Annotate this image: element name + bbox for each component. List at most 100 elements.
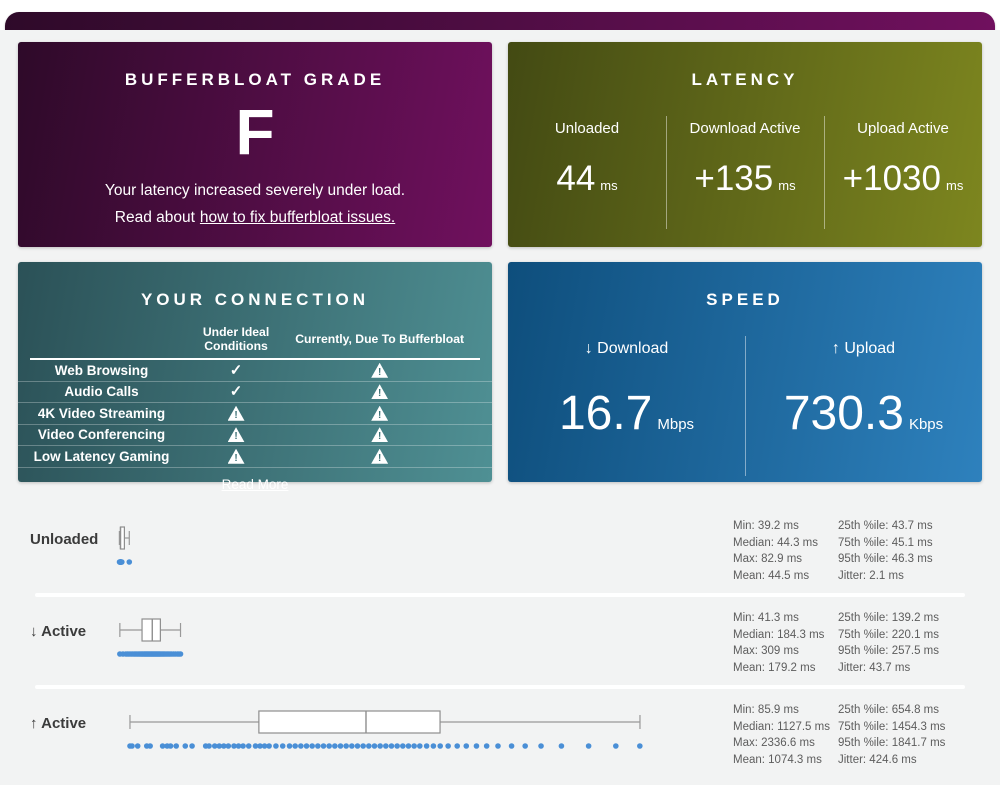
results-content: BUFFERBLOAT GRADE F Your latency increas…	[0, 30, 1000, 785]
stat-median: Median: 1127.5 ms	[733, 720, 830, 733]
stat-mean: Mean: 44.5 ms	[733, 569, 810, 582]
connection-row-label: Web Browsing	[54, 362, 149, 378]
latency-value-row: 44 ms	[508, 159, 666, 199]
connection-header-rule	[30, 358, 480, 360]
connection-row-label: Audio Calls	[64, 384, 139, 400]
speed-card: SPEED ↓ Download 16.7 Mbps ↑ Upload 730.…	[508, 262, 982, 482]
download-label: ↓ Download	[584, 340, 669, 357]
stat-min: Min: 39.2 ms	[733, 520, 799, 532]
connection-row-label: Low Latency Gaming	[33, 448, 170, 464]
stat-p95: 95th %ile: 257.5 ms	[838, 645, 940, 657]
connection-row-low-latency-gaming: Low Latency Gaming	[18, 446, 492, 468]
connection-table-header: Under Ideal Conditions Currently, Due To…	[18, 325, 492, 353]
plot-row-unloaded: Unloaded Min: 39.2 ms Median: 44.3 ms Ma…	[0, 505, 1000, 593]
upload-speed-value: 730.3	[783, 387, 904, 440]
header-accent-bar	[5, 12, 995, 30]
stat-jitter: Jitter: 2.1 ms	[838, 569, 904, 582]
stat-median: Median: 184.3 ms	[733, 628, 825, 641]
latency-col-label: Unloaded	[554, 120, 620, 137]
grade-value: F	[235, 96, 275, 168]
stat-min: Min: 41.3 ms	[733, 612, 799, 624]
section-divider	[35, 685, 965, 689]
stat-jitter: Jitter: 424.6 ms	[838, 753, 917, 766]
latency-columns: Unloaded 44 ms Download Active +135 ms U…	[508, 116, 982, 229]
download-speed-value: 16.7	[558, 387, 653, 440]
upload-speed-unit: Kbps	[908, 416, 944, 433]
your-connection-card: YOUR CONNECTION Under Ideal Conditions C…	[18, 262, 492, 492]
plot-stats-download-active: Min: 41.3 ms Median: 184.3 ms Max: 309 m…	[733, 610, 939, 676]
connection-header-current: Currently, Due To Bufferbloat	[295, 332, 465, 346]
fix-bufferbloat-link[interactable]: how to fix bufferbloat issues.	[199, 209, 396, 226]
stat-p95: 95th %ile: 1841.7 ms	[838, 737, 946, 749]
stat-p75: 75th %ile: 220.1 ms	[838, 628, 940, 641]
read-more-line: Read More	[18, 477, 492, 492]
grade-link-line: Read about how to fix bufferbloat issues.	[18, 209, 492, 227]
read-more-link[interactable]: Read More	[221, 476, 289, 492]
warning-icon	[371, 448, 389, 464]
latency-boxplot-download-active	[117, 618, 184, 657]
connection-row-label: 4K Video Streaming	[37, 405, 166, 421]
latency-boxplot-unloaded	[116, 526, 133, 565]
latency-value-row: +135 ms	[666, 159, 824, 199]
latency-boxplot-upload-active	[127, 710, 643, 749]
latency-col-download-active: Download Active +135 ms	[666, 116, 824, 229]
plot-row-upload-active: ↑ Active Min: 85.9 ms Median: 1127.5 ms …	[0, 689, 1000, 777]
stat-max: Max: 309 ms	[733, 645, 799, 657]
speed-col-upload: ↑ Upload 730.3 Kbps	[745, 336, 982, 476]
latency-upload-active-value: +1030	[842, 159, 941, 198]
warning-icon	[371, 362, 389, 378]
upload-label: ↑ Upload	[831, 340, 896, 357]
speed-columns: ↓ Download 16.7 Mbps ↑ Upload 730.3 Kbps	[508, 336, 982, 476]
plot-row-label: ↑ Active	[30, 715, 87, 732]
speed-value-row: 730.3 Kbps	[745, 386, 982, 441]
latency-col-label: Download Active	[689, 120, 801, 137]
bufferbloat-grade-card: BUFFERBLOAT GRADE F Your latency increas…	[18, 42, 492, 247]
speed-value-row: 16.7 Mbps	[508, 386, 745, 441]
plot-row-download-active: ↓ Active Min: 41.3 ms Median: 184.3 ms M…	[0, 597, 1000, 685]
warning-icon	[371, 405, 389, 421]
stat-p75: 75th %ile: 45.1 ms	[838, 536, 933, 549]
latency-unloaded-value: 44	[556, 159, 596, 198]
stat-p25: 25th %ile: 43.7 ms	[838, 520, 933, 532]
stat-p25: 25th %ile: 654.8 ms	[838, 704, 940, 716]
section-divider	[35, 593, 965, 597]
latency-download-active-value: +135	[694, 159, 774, 198]
latency-unit: ms	[945, 178, 964, 193]
latency-col-upload-active: Upload Active +1030 ms	[824, 116, 982, 229]
connection-row-4k-video-streaming: 4K Video Streaming	[18, 403, 492, 425]
latency-value-row: +1030 ms	[824, 159, 982, 199]
stat-p95: 95th %ile: 46.3 ms	[838, 553, 933, 565]
stat-min: Min: 85.9 ms	[733, 704, 799, 716]
stat-jitter: Jitter: 43.7 ms	[838, 661, 911, 674]
stat-max: Max: 2336.6 ms	[733, 737, 815, 749]
latency-unit: ms	[778, 178, 796, 193]
connection-header-ideal: Under Ideal Conditions	[202, 325, 270, 353]
warning-icon	[371, 384, 389, 400]
connection-row-audio-calls: Audio Calls	[18, 382, 492, 403]
stat-mean: Mean: 1074.3 ms	[733, 753, 822, 766]
connection-row-label: Video Conferencing	[37, 427, 166, 443]
connection-row-video-conferencing: Video Conferencing	[18, 425, 492, 446]
check-icon	[230, 363, 243, 378]
grade-card-title: BUFFERBLOAT GRADE	[124, 70, 386, 89]
speed-col-download: ↓ Download 16.7 Mbps	[508, 340, 745, 441]
connection-row-web-browsing: Web Browsing	[18, 360, 492, 382]
download-speed-unit: Mbps	[657, 416, 695, 433]
speed-card-title: SPEED	[706, 290, 784, 309]
latency-unit: ms	[600, 178, 618, 193]
warning-icon	[371, 427, 389, 443]
latency-col-unloaded: Unloaded 44 ms	[508, 116, 666, 199]
warning-icon	[227, 448, 245, 464]
check-icon	[230, 384, 243, 399]
grade-link-prefix: Read about	[114, 209, 195, 226]
latency-card: LATENCY Unloaded 44 ms Download Active +…	[508, 42, 982, 247]
connection-card-title: YOUR CONNECTION	[140, 290, 370, 309]
stat-p25: 25th %ile: 139.2 ms	[838, 612, 940, 624]
latency-distribution-section: Unloaded Min: 39.2 ms Median: 44.3 ms Ma…	[0, 505, 1000, 777]
latency-col-label: Upload Active	[857, 120, 949, 137]
grade-message: Your latency increased severely under lo…	[104, 182, 406, 199]
plot-stats-upload-active: Min: 85.9 ms Median: 1127.5 ms Max: 2336…	[733, 702, 945, 768]
latency-card-title: LATENCY	[691, 70, 799, 89]
plot-stats-unloaded: Min: 39.2 ms Median: 44.3 ms Max: 82.9 m…	[733, 518, 933, 584]
